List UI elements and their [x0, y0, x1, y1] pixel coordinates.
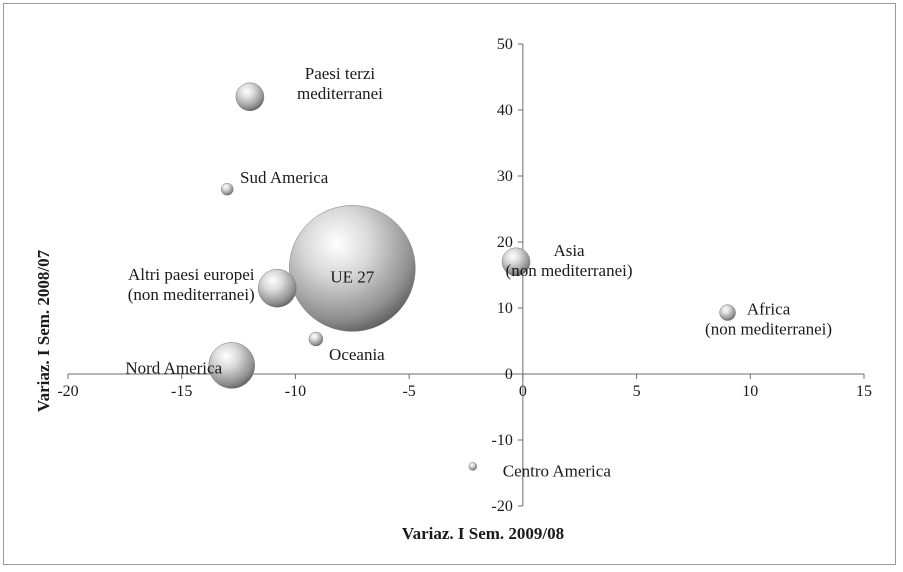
x-tick-label: -10 — [285, 383, 306, 400]
bubble-asia-non-mediterranei — [501, 247, 531, 277]
bubble-altri-paesi-europei-non-mediterranei — [257, 268, 297, 308]
x-tick-label: 5 — [633, 383, 641, 400]
bubble-paesi-terzi-mediterranei — [235, 82, 265, 112]
bubble-label-centro-america: Centro America — [503, 461, 612, 480]
bubble-label-altri-paesi-europei-non-mediterranei: Altri paesi europei — [128, 265, 255, 284]
bubble-ue-27 — [289, 205, 416, 332]
bubble-label-asia-non-mediterranei: Asia — [553, 241, 585, 260]
x-tick-label: 10 — [742, 383, 758, 400]
bubble-centro-america — [468, 462, 478, 471]
y-axis-title: Variaz. I Sem. 2008/07 — [34, 249, 53, 412]
y-tick-label: 50 — [497, 36, 513, 53]
bubble-oceania — [308, 331, 324, 347]
bubble-label-sud-america: Sud America — [240, 168, 329, 187]
bubble-label-altri-paesi-europei-non-mediterranei: (non mediterranei) — [128, 285, 255, 304]
x-tick-label: -20 — [57, 383, 78, 400]
bubble-label-ue-27: UE 27 — [330, 267, 374, 286]
x-tick-label: -5 — [402, 383, 415, 400]
bubble-label-africa-non-mediterranei: Africa — [747, 300, 791, 319]
bubble-africa-non-mediterranei — [719, 304, 736, 321]
y-tick-label: -10 — [492, 432, 513, 449]
bubble-label-africa-non-mediterranei: (non mediterranei) — [705, 320, 832, 339]
y-tick-label: 30 — [497, 168, 513, 185]
x-axis-title: Variaz. I Sem. 2009/08 — [402, 524, 564, 543]
x-tick-label: 15 — [856, 383, 872, 400]
bubble-nord-america — [208, 342, 255, 389]
bubble-label-nord-america: Nord America — [125, 358, 222, 377]
y-tick-label: 20 — [497, 234, 513, 251]
y-tick-label: 40 — [497, 102, 513, 119]
y-tick-label: 10 — [497, 300, 513, 317]
axes: -20 -15 -10 -5 0 5 10 15 -20 -10 0 10 20 30 40 50 — [57, 36, 872, 515]
x-tick-label: 0 — [519, 383, 527, 400]
bubbles-layer — [208, 82, 736, 471]
bubble-sud-america — [220, 182, 234, 196]
bubble-label-paesi-terzi-mediterranei: Paesi terzi — [305, 64, 376, 83]
bubble-label-oceania: Oceania — [329, 345, 385, 364]
y-tick-label: -20 — [492, 498, 513, 515]
bubble-label-paesi-terzi-mediterranei: mediterranei — [297, 84, 383, 103]
x-tick-label: -15 — [171, 383, 192, 400]
chart-frame — [3, 3, 896, 565]
y-tick-label: 0 — [505, 366, 513, 383]
bubble-label-asia-non-mediterranei: (non mediterranei) — [506, 261, 633, 280]
